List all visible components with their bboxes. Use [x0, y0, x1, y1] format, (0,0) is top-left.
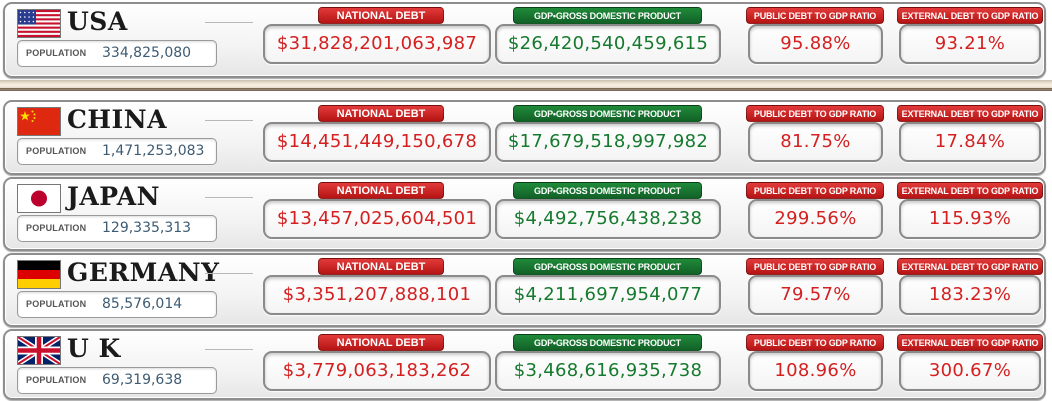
national-debt-label: NATIONAL DEBT — [318, 7, 444, 24]
national-debt-box: $3,779,063,183,262 — [263, 351, 491, 391]
gdp-box: $3,468,616,935,738 — [495, 351, 721, 391]
public-debt-ratio-value: 95.88% — [780, 33, 851, 54]
public-debt-ratio-label: PUBLIC DEBT TO GDP RATIO — [746, 7, 884, 24]
external-debt-ratio-value: 115.93% — [928, 208, 1012, 229]
usa-flag-icon — [17, 9, 61, 38]
public-debt-ratio-value: 108.96% — [774, 360, 857, 381]
country-row-germany: GERMANY POPULATION 85,576,014 $3,351,207… — [3, 253, 1046, 327]
national-debt-value: $3,779,063,183,262 — [282, 360, 472, 381]
name-underline — [205, 22, 253, 23]
population-label: POPULATION — [26, 299, 87, 309]
population-box: POPULATION 1,471,253,083 — [17, 138, 217, 165]
country-name: USA — [67, 7, 128, 36]
name-underline — [205, 349, 253, 350]
national-debt-value: $31,828,201,063,987 — [276, 33, 478, 54]
gdp-label: GDP•GROSS DOMESTIC PRODUCT — [513, 182, 702, 199]
population-value: 334,825,080 — [102, 45, 192, 61]
external-debt-ratio-label: EXTERNAL DEBT TO GDP RATIO — [897, 182, 1043, 199]
external-debt-ratio-box: 17.84% — [899, 122, 1041, 162]
gdp-value: $26,420,540,459,615 — [507, 33, 709, 54]
national-debt-label: NATIONAL DEBT — [318, 334, 444, 351]
gdp-label: GDP•GROSS DOMESTIC PRODUCT — [513, 105, 702, 122]
national-debt-label: NATIONAL DEBT — [318, 105, 444, 122]
national-debt-label: NATIONAL DEBT — [318, 182, 444, 199]
population-label: POPULATION — [26, 375, 87, 385]
population-box: POPULATION 129,335,313 — [17, 215, 217, 242]
uk-flag-icon — [17, 336, 61, 365]
external-debt-ratio-box: 93.21% — [899, 24, 1041, 64]
national-debt-value: $13,457,025,604,501 — [276, 208, 478, 229]
population-box: POPULATION 69,319,638 — [17, 367, 217, 394]
gdp-box: $4,211,697,954,077 — [495, 275, 721, 315]
gdp-value: $17,679,518,997,982 — [507, 131, 709, 152]
national-debt-box: $31,828,201,063,987 — [263, 24, 491, 64]
gdp-value: $4,492,756,438,238 — [513, 208, 703, 229]
country-name: U K — [67, 334, 121, 363]
country-row-china: CHINA POPULATION 1,471,253,083 $14,451,4… — [3, 100, 1046, 175]
public-debt-ratio-box: 108.96% — [748, 351, 883, 391]
population-box: POPULATION 85,576,014 — [17, 291, 217, 318]
name-underline — [205, 197, 253, 198]
national-debt-value: $3,351,207,888,101 — [282, 284, 472, 305]
population-value: 1,471,253,083 — [102, 143, 205, 159]
gdp-box: $17,679,518,997,982 — [495, 122, 721, 162]
external-debt-ratio-label: EXTERNAL DEBT TO GDP RATIO — [897, 258, 1043, 275]
section-divider — [0, 80, 1052, 91]
country-row-japan: JAPAN POPULATION 129,335,313 $13,457,025… — [3, 177, 1046, 251]
external-debt-ratio-label: EXTERNAL DEBT TO GDP RATIO — [897, 334, 1043, 351]
population-value: 85,576,014 — [102, 296, 183, 312]
gdp-value: $4,211,697,954,077 — [513, 284, 703, 305]
country-name: GERMANY — [67, 258, 220, 287]
public-debt-ratio-box: 299.56% — [748, 199, 883, 239]
germany-flag-icon — [17, 260, 61, 289]
gdp-value: $3,468,616,935,738 — [513, 360, 703, 381]
national-debt-box: $13,457,025,604,501 — [263, 199, 491, 239]
china-flag-icon — [17, 107, 61, 136]
national-debt-box: $14,451,449,150,678 — [263, 122, 491, 162]
population-label: POPULATION — [26, 223, 87, 233]
public-debt-ratio-value: 79.57% — [780, 284, 851, 305]
population-label: POPULATION — [26, 48, 87, 58]
population-value: 129,335,313 — [102, 220, 192, 236]
public-debt-ratio-label: PUBLIC DEBT TO GDP RATIO — [746, 258, 884, 275]
country-name: JAPAN — [67, 182, 160, 211]
external-debt-ratio-value: 183.23% — [928, 284, 1012, 305]
external-debt-ratio-box: 115.93% — [899, 199, 1041, 239]
external-debt-ratio-box: 183.23% — [899, 275, 1041, 315]
country-row-uk: U K POPULATION 69,319,638 $3,779,063,183… — [3, 329, 1046, 400]
gdp-label: GDP•GROSS DOMESTIC PRODUCT — [513, 334, 702, 351]
public-debt-ratio-box: 79.57% — [748, 275, 883, 315]
external-debt-ratio-box: 300.67% — [899, 351, 1041, 391]
public-debt-ratio-label: PUBLIC DEBT TO GDP RATIO — [746, 334, 884, 351]
section-divider-line — [0, 88, 1052, 91]
gdp-box: $4,492,756,438,238 — [495, 199, 721, 239]
external-debt-ratio-label: EXTERNAL DEBT TO GDP RATIO — [897, 7, 1043, 24]
country-name: CHINA — [67, 105, 167, 134]
population-value: 69,319,638 — [102, 372, 183, 388]
national-debt-label: NATIONAL DEBT — [318, 258, 444, 275]
gdp-label: GDP•GROSS DOMESTIC PRODUCT — [513, 258, 702, 275]
public-debt-ratio-label: PUBLIC DEBT TO GDP RATIO — [746, 182, 884, 199]
country-row-usa: USA POPULATION 334,825,080 $31,828,201,0… — [3, 2, 1046, 78]
public-debt-ratio-box: 95.88% — [748, 24, 883, 64]
name-underline — [205, 120, 253, 121]
external-debt-ratio-label: EXTERNAL DEBT TO GDP RATIO — [897, 105, 1043, 122]
japan-flag-icon — [17, 184, 61, 213]
public-debt-ratio-label: PUBLIC DEBT TO GDP RATIO — [746, 105, 884, 122]
national-debt-value: $14,451,449,150,678 — [276, 131, 478, 152]
external-debt-ratio-value: 93.21% — [934, 33, 1006, 54]
public-debt-ratio-box: 81.75% — [748, 122, 883, 162]
national-debt-box: $3,351,207,888,101 — [263, 275, 491, 315]
public-debt-ratio-value: 81.75% — [780, 131, 851, 152]
gdp-box: $26,420,540,459,615 — [495, 24, 721, 64]
name-underline — [205, 273, 253, 274]
external-debt-ratio-value: 17.84% — [934, 131, 1006, 152]
gdp-label: GDP•GROSS DOMESTIC PRODUCT — [513, 7, 702, 24]
public-debt-ratio-value: 299.56% — [774, 208, 857, 229]
external-debt-ratio-value: 300.67% — [928, 360, 1012, 381]
population-box: POPULATION 334,825,080 — [17, 40, 217, 67]
population-label: POPULATION — [26, 146, 87, 156]
